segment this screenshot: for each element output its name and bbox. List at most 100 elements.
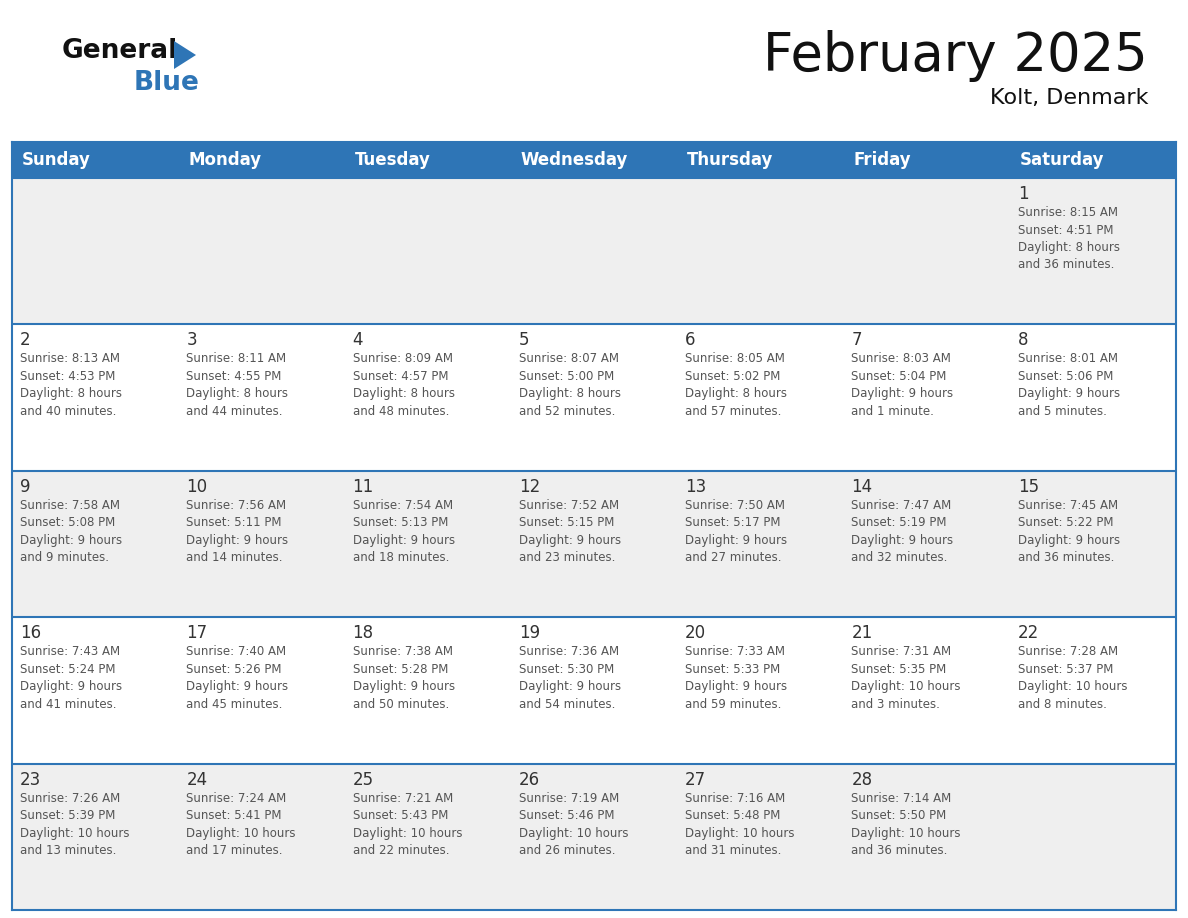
Bar [178, 471, 345, 617]
Text: Monday: Monday [188, 151, 261, 169]
Bar [1010, 142, 1176, 178]
Bar [677, 471, 843, 617]
Text: 23: 23 [20, 770, 42, 789]
Bar [511, 617, 677, 764]
Bar [843, 324, 1010, 471]
Text: Sunrise: 7:40 AM
Sunset: 5:26 PM
Daylight: 9 hours
and 45 minutes.: Sunrise: 7:40 AM Sunset: 5:26 PM Dayligh… [187, 645, 289, 711]
Text: Saturday: Saturday [1019, 151, 1104, 169]
Text: 13: 13 [685, 477, 707, 496]
Bar [843, 471, 1010, 617]
Bar [677, 764, 843, 910]
Text: Sunrise: 8:01 AM
Sunset: 5:06 PM
Daylight: 9 hours
and 5 minutes.: Sunrise: 8:01 AM Sunset: 5:06 PM Dayligh… [1018, 353, 1120, 418]
Bar [178, 178, 345, 324]
Bar [345, 471, 511, 617]
Text: Sunrise: 7:50 AM
Sunset: 5:17 PM
Daylight: 9 hours
and 27 minutes.: Sunrise: 7:50 AM Sunset: 5:17 PM Dayligh… [685, 498, 788, 565]
Bar [1010, 324, 1176, 471]
Text: 21: 21 [852, 624, 873, 643]
Bar [178, 142, 345, 178]
Text: 14: 14 [852, 477, 872, 496]
Bar [178, 324, 345, 471]
Text: 4: 4 [353, 331, 364, 350]
Bar [677, 178, 843, 324]
Text: 3: 3 [187, 331, 197, 350]
Text: Sunday: Sunday [23, 151, 90, 169]
Bar [843, 764, 1010, 910]
Text: Sunrise: 7:38 AM
Sunset: 5:28 PM
Daylight: 9 hours
and 50 minutes.: Sunrise: 7:38 AM Sunset: 5:28 PM Dayligh… [353, 645, 455, 711]
Text: Sunrise: 7:33 AM
Sunset: 5:33 PM
Daylight: 9 hours
and 59 minutes.: Sunrise: 7:33 AM Sunset: 5:33 PM Dayligh… [685, 645, 788, 711]
Bar [345, 764, 511, 910]
Text: Sunrise: 7:58 AM
Sunset: 5:08 PM
Daylight: 9 hours
and 9 minutes.: Sunrise: 7:58 AM Sunset: 5:08 PM Dayligh… [20, 498, 122, 565]
Text: Sunrise: 7:28 AM
Sunset: 5:37 PM
Daylight: 10 hours
and 8 minutes.: Sunrise: 7:28 AM Sunset: 5:37 PM Dayligh… [1018, 645, 1127, 711]
Text: 7: 7 [852, 331, 862, 350]
Text: 10: 10 [187, 477, 208, 496]
Bar [843, 617, 1010, 764]
Bar [345, 324, 511, 471]
Text: 28: 28 [852, 770, 872, 789]
Text: Sunrise: 7:16 AM
Sunset: 5:48 PM
Daylight: 10 hours
and 31 minutes.: Sunrise: 7:16 AM Sunset: 5:48 PM Dayligh… [685, 791, 795, 857]
Text: 16: 16 [20, 624, 42, 643]
Text: Blue: Blue [134, 70, 200, 96]
Text: 1: 1 [1018, 185, 1029, 203]
Text: 27: 27 [685, 770, 707, 789]
Text: 5: 5 [519, 331, 530, 350]
Text: 20: 20 [685, 624, 707, 643]
Text: Wednesday: Wednesday [520, 151, 628, 169]
Text: Sunrise: 8:15 AM
Sunset: 4:51 PM
Daylight: 8 hours
and 36 minutes.: Sunrise: 8:15 AM Sunset: 4:51 PM Dayligh… [1018, 206, 1120, 272]
Bar [1010, 471, 1176, 617]
Bar [843, 142, 1010, 178]
Text: 25: 25 [353, 770, 374, 789]
Bar [178, 764, 345, 910]
Bar [511, 178, 677, 324]
Bar [511, 764, 677, 910]
Bar [677, 324, 843, 471]
Bar [511, 471, 677, 617]
Text: Sunrise: 7:26 AM
Sunset: 5:39 PM
Daylight: 10 hours
and 13 minutes.: Sunrise: 7:26 AM Sunset: 5:39 PM Dayligh… [20, 791, 129, 857]
Text: 8: 8 [1018, 331, 1029, 350]
Text: 18: 18 [353, 624, 374, 643]
Bar [12, 617, 178, 764]
Bar [12, 471, 178, 617]
Text: Sunrise: 7:31 AM
Sunset: 5:35 PM
Daylight: 10 hours
and 3 minutes.: Sunrise: 7:31 AM Sunset: 5:35 PM Dayligh… [852, 645, 961, 711]
Text: Thursday: Thursday [687, 151, 773, 169]
Text: 26: 26 [519, 770, 541, 789]
Text: 12: 12 [519, 477, 541, 496]
Bar [677, 617, 843, 764]
Text: 17: 17 [187, 624, 208, 643]
Text: Sunrise: 7:24 AM
Sunset: 5:41 PM
Daylight: 10 hours
and 17 minutes.: Sunrise: 7:24 AM Sunset: 5:41 PM Dayligh… [187, 791, 296, 857]
Text: 11: 11 [353, 477, 374, 496]
Text: 24: 24 [187, 770, 208, 789]
Text: 2: 2 [20, 331, 31, 350]
Text: 9: 9 [20, 477, 31, 496]
Text: Sunrise: 7:54 AM
Sunset: 5:13 PM
Daylight: 9 hours
and 18 minutes.: Sunrise: 7:54 AM Sunset: 5:13 PM Dayligh… [353, 498, 455, 565]
Text: Sunrise: 7:21 AM
Sunset: 5:43 PM
Daylight: 10 hours
and 22 minutes.: Sunrise: 7:21 AM Sunset: 5:43 PM Dayligh… [353, 791, 462, 857]
Bar [12, 142, 178, 178]
Bar [1010, 617, 1176, 764]
Text: Tuesday: Tuesday [354, 151, 430, 169]
Bar [1010, 764, 1176, 910]
Text: Sunrise: 7:52 AM
Sunset: 5:15 PM
Daylight: 9 hours
and 23 minutes.: Sunrise: 7:52 AM Sunset: 5:15 PM Dayligh… [519, 498, 621, 565]
Text: Sunrise: 8:07 AM
Sunset: 5:00 PM
Daylight: 8 hours
and 52 minutes.: Sunrise: 8:07 AM Sunset: 5:00 PM Dayligh… [519, 353, 621, 418]
Bar [511, 142, 677, 178]
Text: Kolt, Denmark: Kolt, Denmark [990, 88, 1148, 108]
Text: Sunrise: 7:43 AM
Sunset: 5:24 PM
Daylight: 9 hours
and 41 minutes.: Sunrise: 7:43 AM Sunset: 5:24 PM Dayligh… [20, 645, 122, 711]
Text: Sunrise: 7:45 AM
Sunset: 5:22 PM
Daylight: 9 hours
and 36 minutes.: Sunrise: 7:45 AM Sunset: 5:22 PM Dayligh… [1018, 498, 1120, 565]
Bar [677, 142, 843, 178]
Text: 19: 19 [519, 624, 541, 643]
Text: Sunrise: 8:05 AM
Sunset: 5:02 PM
Daylight: 8 hours
and 57 minutes.: Sunrise: 8:05 AM Sunset: 5:02 PM Dayligh… [685, 353, 788, 418]
Text: Sunrise: 7:36 AM
Sunset: 5:30 PM
Daylight: 9 hours
and 54 minutes.: Sunrise: 7:36 AM Sunset: 5:30 PM Dayligh… [519, 645, 621, 711]
Bar [12, 178, 178, 324]
Bar [12, 764, 178, 910]
Bar [843, 178, 1010, 324]
Text: February 2025: February 2025 [763, 30, 1148, 82]
Polygon shape [173, 41, 196, 69]
Bar [345, 178, 511, 324]
Text: 6: 6 [685, 331, 696, 350]
Bar [1010, 178, 1176, 324]
Bar [511, 324, 677, 471]
Bar [345, 617, 511, 764]
Text: Sunrise: 7:47 AM
Sunset: 5:19 PM
Daylight: 9 hours
and 32 minutes.: Sunrise: 7:47 AM Sunset: 5:19 PM Dayligh… [852, 498, 954, 565]
Text: Sunrise: 8:09 AM
Sunset: 4:57 PM
Daylight: 8 hours
and 48 minutes.: Sunrise: 8:09 AM Sunset: 4:57 PM Dayligh… [353, 353, 455, 418]
Text: Sunrise: 8:11 AM
Sunset: 4:55 PM
Daylight: 8 hours
and 44 minutes.: Sunrise: 8:11 AM Sunset: 4:55 PM Dayligh… [187, 353, 289, 418]
Bar [178, 617, 345, 764]
Text: 22: 22 [1018, 624, 1040, 643]
